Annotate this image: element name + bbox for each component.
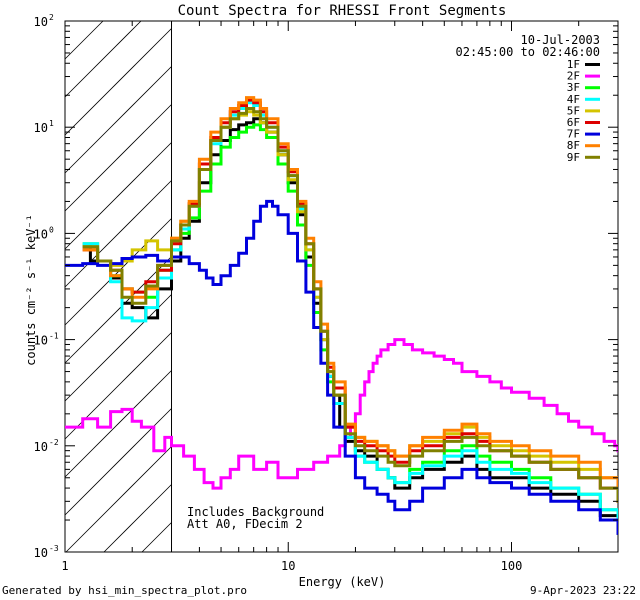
hatch-line	[65, 446, 172, 553]
hatch-line	[64, 20, 142, 98]
y-tick-exponent: 2	[49, 13, 54, 22]
y-tick-label: 10	[34, 15, 48, 29]
y-tick-label: 10	[34, 334, 48, 348]
plot-frame	[64, 20, 619, 553]
hatch-line	[64, 28, 172, 136]
legend-label: 5F	[567, 104, 580, 117]
hatch-line	[103, 484, 172, 553]
legend-label: 9F	[567, 151, 580, 164]
y-tick-label: 10	[34, 227, 48, 241]
y-tick-exponent: -2	[49, 438, 59, 447]
y-tick-exponent: -3	[49, 544, 59, 553]
hatch-line	[64, 20, 104, 60]
y-tick-exponent: -1	[49, 332, 59, 341]
x-tick-label: 1	[61, 559, 68, 573]
series-8F	[82, 96, 618, 490]
chart-title: Count Spectra for RHESSI Front Segments	[178, 3, 507, 19]
y-tick-label: 10	[34, 121, 48, 135]
hatch-line	[64, 218, 172, 326]
hatch-line	[64, 142, 172, 250]
series-9F	[82, 107, 618, 503]
legend-label: 1F	[567, 58, 580, 71]
y-tick-exponent: 0	[49, 225, 54, 234]
date-label: 10-Jul-2003	[521, 33, 600, 47]
hatch-line	[64, 294, 172, 402]
x-tick-label: 10	[281, 559, 295, 573]
hatch-line	[64, 256, 172, 364]
annotation-attenuator: Att A0, FDecim 2	[187, 517, 303, 531]
legend-label: 6F	[567, 116, 580, 129]
annotation-background: Includes Background	[187, 505, 324, 519]
time-range-label: 02:45:00 to 02:46:00	[456, 45, 601, 59]
hatch-line	[64, 332, 172, 440]
y-tick-exponent: 1	[49, 119, 54, 128]
x-tick-label: 100	[501, 559, 523, 573]
hatch-line	[64, 408, 172, 516]
legend-label: 8F	[567, 139, 580, 152]
legend-label: 3F	[567, 81, 580, 94]
hatch-line	[141, 522, 172, 553]
hatch-line	[64, 370, 172, 478]
legend-label: 7F	[567, 128, 580, 141]
x-axis-label: Energy (keV)	[299, 575, 386, 589]
series-layer	[65, 96, 618, 535]
footer-timestamp: 9-Apr-2023 23:22	[530, 584, 636, 597]
y-axis-label: counts cm⁻² s⁻¹ keV⁻¹	[24, 214, 38, 366]
footer-generated-by: Generated by hsi_min_spectra_plot.pro	[2, 584, 247, 597]
y-tick-label: 10	[34, 546, 48, 560]
legend-label: 2F	[567, 70, 580, 83]
legend-label: 4F	[567, 93, 580, 106]
hatch-line	[64, 104, 172, 212]
hatch-line	[64, 180, 172, 288]
hatch-line	[64, 66, 172, 174]
series-2F	[65, 338, 618, 490]
y-tick-label: 10	[34, 440, 48, 454]
